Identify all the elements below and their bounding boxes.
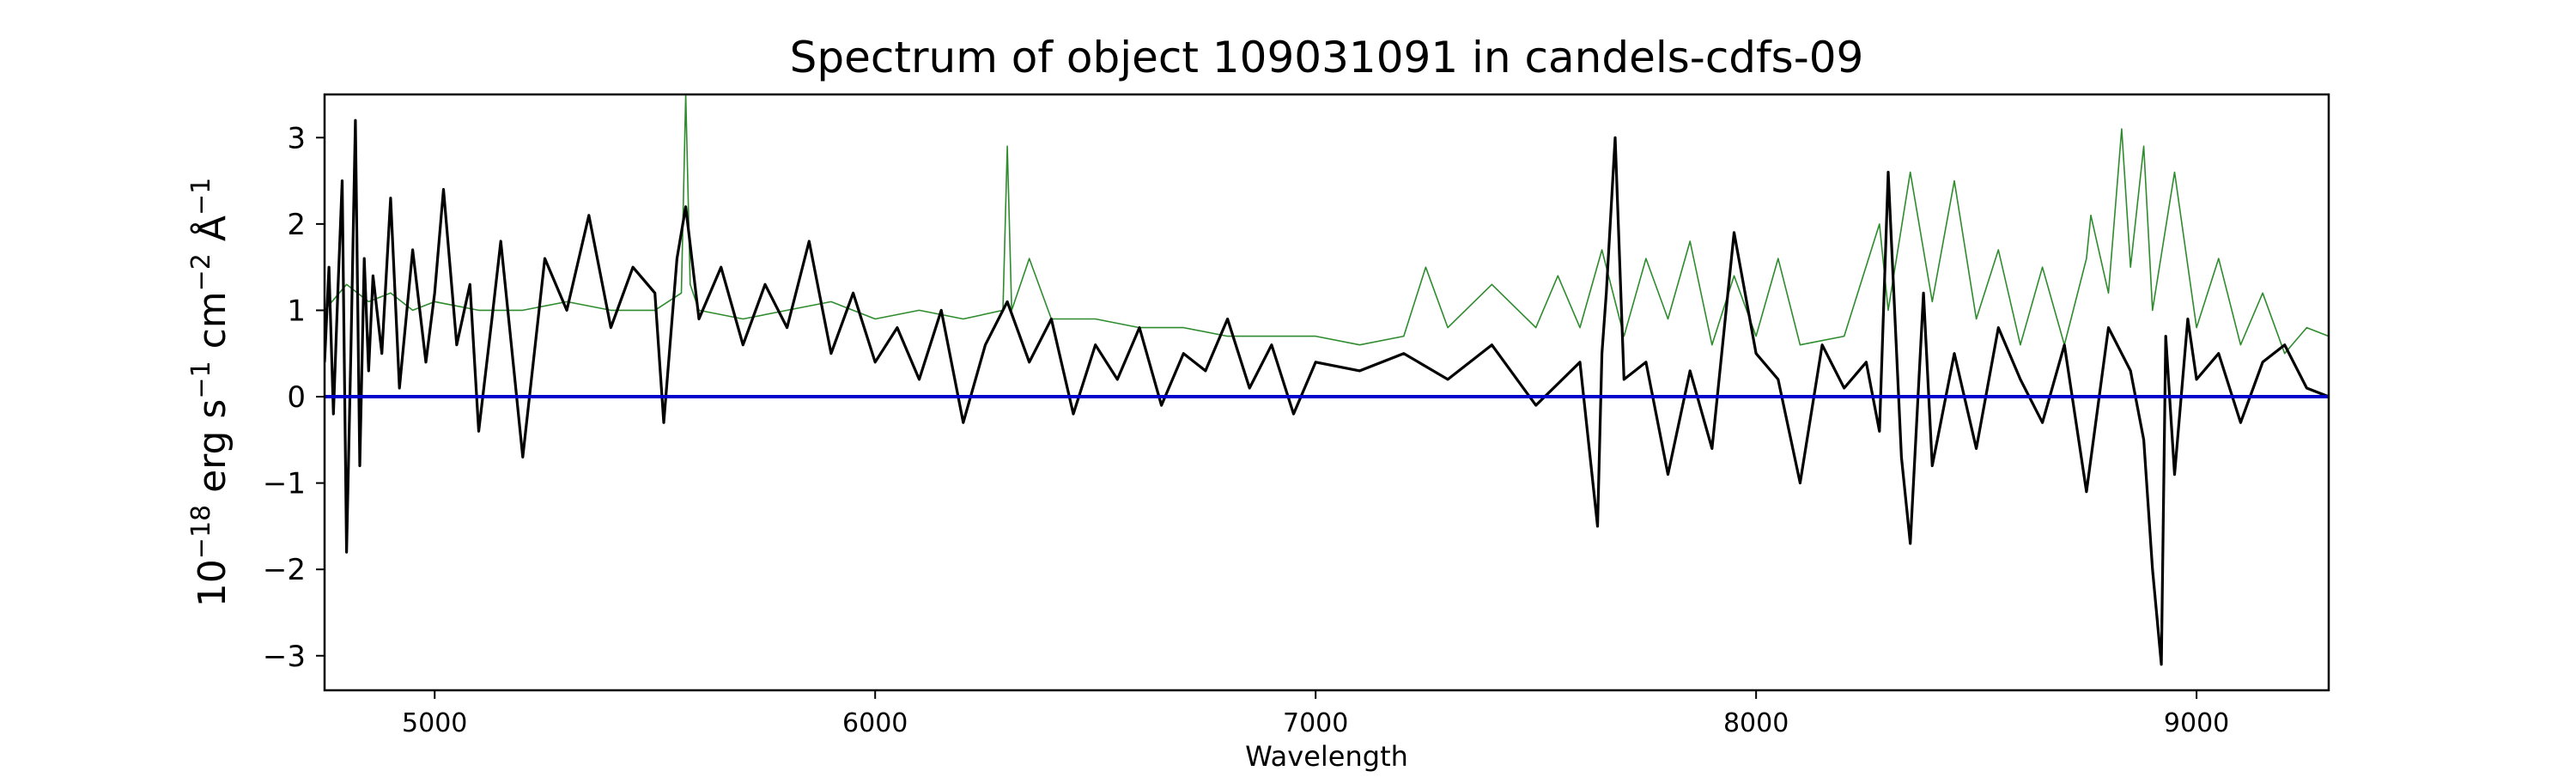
plot-frame xyxy=(323,93,2330,692)
y-axis: −3 −2 −1 0 1 2 3 xyxy=(263,121,325,674)
x-axis-label: Wavelength xyxy=(1245,740,1408,773)
y-axis-label-part: cm xyxy=(191,291,234,361)
y-tick-label: 1 xyxy=(287,294,306,328)
y-tick-label: −1 xyxy=(263,467,306,501)
plot-area xyxy=(323,93,2330,692)
y-axis-label-superscript: −18 xyxy=(186,505,216,559)
x-tick-label: 8000 xyxy=(1723,708,1789,738)
spectrum-series-line xyxy=(325,118,2329,666)
x-tick-label: 9000 xyxy=(2164,708,2229,738)
x-tick-label: 6000 xyxy=(842,708,908,738)
y-axis-label-part: erg s xyxy=(191,399,234,505)
y-axis-label-part: 10 xyxy=(191,559,234,607)
chart-title: Spectrum of object 109031091 in candels-… xyxy=(790,33,1864,82)
y-tick-label: −3 xyxy=(263,640,306,674)
y-axis-label-superscript: −1 xyxy=(186,361,216,398)
model-series-line xyxy=(325,94,2329,355)
x-axis: 5000 6000 7000 8000 9000 xyxy=(402,690,2229,738)
x-tick-label: 5000 xyxy=(402,708,467,738)
y-axis-label-superscript: −2 xyxy=(186,253,216,291)
y-axis-label-part: Å xyxy=(189,215,234,253)
y-axis-label-superscript: −1 xyxy=(186,178,216,215)
y-tick-label: 3 xyxy=(287,121,306,155)
y-axis-label: 10−18 erg s−1 cm−2 Å−1 xyxy=(186,178,234,607)
y-tick-label: 0 xyxy=(287,380,306,415)
y-tick-label: 2 xyxy=(287,208,306,242)
x-tick-label: 7000 xyxy=(1283,708,1348,738)
y-tick-label: −2 xyxy=(263,553,306,587)
